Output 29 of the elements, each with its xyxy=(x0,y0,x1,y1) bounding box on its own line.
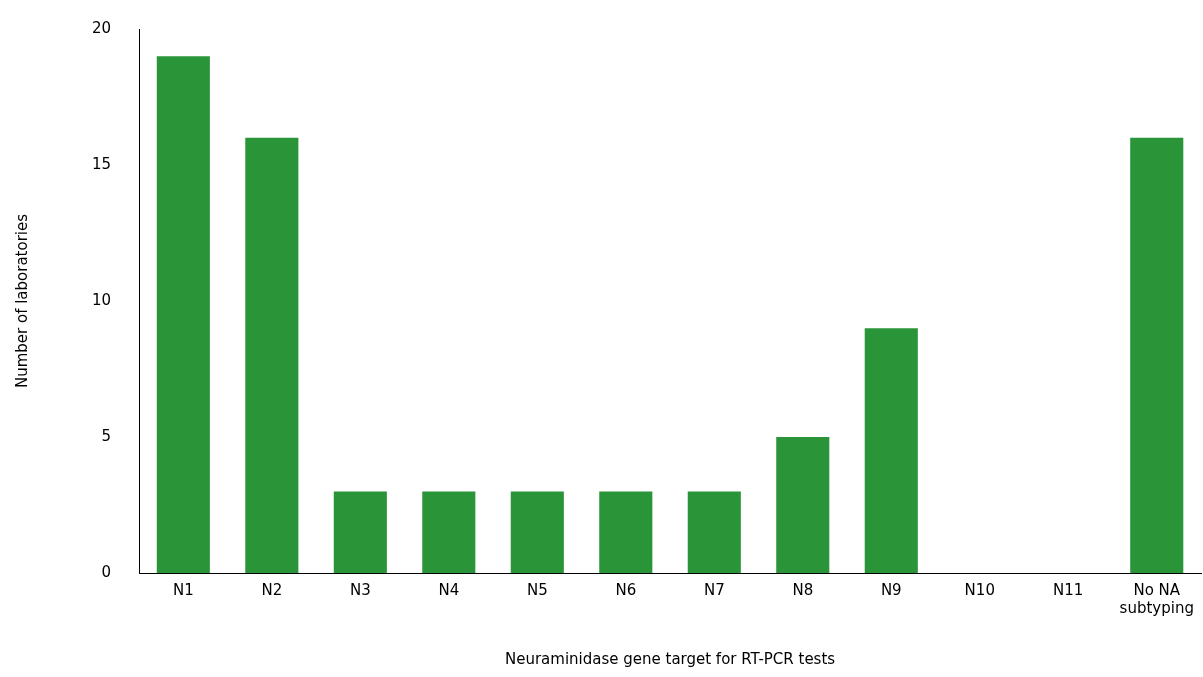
x-tick-label: No NA subtyping xyxy=(1119,580,1194,617)
bar xyxy=(510,491,564,573)
y-tick-label: 0 xyxy=(101,562,112,581)
x-tick-label: N1 xyxy=(172,580,194,599)
x-tick-label: N6 xyxy=(615,580,637,599)
bar xyxy=(687,491,741,573)
y-tick-label: 20 xyxy=(91,18,112,37)
x-tick-label: N2 xyxy=(261,580,283,599)
x-tick-label: N3 xyxy=(349,580,371,599)
x-tick-label: N10 xyxy=(964,580,995,599)
y-tick-label: 10 xyxy=(91,290,112,309)
bar xyxy=(156,56,210,573)
x-tick-label: N9 xyxy=(880,580,902,599)
x-tick-label: N8 xyxy=(792,580,814,599)
bar xyxy=(333,491,387,573)
x-tick-label: N5 xyxy=(526,580,548,599)
y-tick-label: 15 xyxy=(91,154,112,173)
bar xyxy=(422,491,476,573)
bar xyxy=(245,137,299,573)
bar xyxy=(864,328,918,573)
x-tick-label: N4 xyxy=(438,580,460,599)
y-tick-label: 5 xyxy=(101,426,112,445)
x-axis-title: Neuraminidase gene target for RT-PCR tests xyxy=(504,649,836,668)
y-axis-title: Number of laboratories xyxy=(12,213,31,389)
bar xyxy=(776,437,830,573)
bar xyxy=(599,491,653,573)
bar xyxy=(1130,137,1184,573)
x-tick-label: N11 xyxy=(1053,580,1084,599)
x-tick-label: N7 xyxy=(703,580,725,599)
